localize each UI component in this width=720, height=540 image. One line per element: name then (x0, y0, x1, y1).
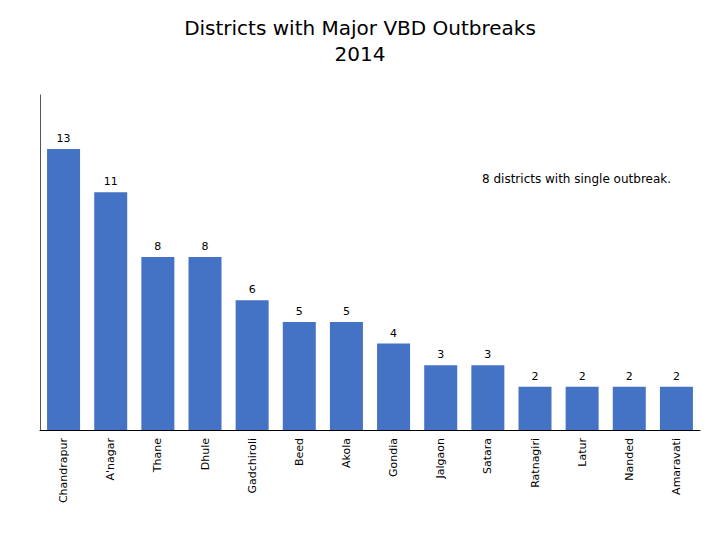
svg-text:Beed: Beed (293, 438, 306, 466)
svg-text:Thane: Thane (151, 438, 164, 473)
svg-text:Akola: Akola (340, 438, 353, 468)
svg-text:Ratnagiri: Ratnagiri (529, 438, 542, 488)
svg-text:Gondia: Gondia (387, 438, 400, 477)
svg-text:A'nagar: A'nagar (104, 438, 117, 481)
svg-text:Districts with Major VBD Outbr: Districts with Major VBD Outbreaks (184, 16, 536, 40)
svg-text:Amaravati: Amaravati (670, 438, 683, 495)
svg-text:Gadchiroli: Gadchiroli (246, 438, 259, 493)
svg-text:11: 11 (104, 175, 118, 188)
svg-text:8: 8 (202, 240, 209, 253)
svg-text:6: 6 (249, 283, 256, 296)
svg-text:13: 13 (57, 132, 71, 145)
svg-text:Chandrapur: Chandrapur (57, 438, 70, 504)
svg-text:8: 8 (154, 240, 161, 253)
svg-text:Latur: Latur (576, 438, 589, 467)
svg-text:Nanded: Nanded (623, 438, 636, 481)
svg-text:2: 2 (532, 370, 539, 383)
svg-text:8 districts with single outbre: 8 districts with single outbreak. (482, 172, 671, 186)
svg-text:5: 5 (296, 305, 303, 318)
svg-text:2: 2 (626, 370, 633, 383)
svg-text:5: 5 (343, 305, 350, 318)
svg-text:Dhule: Dhule (199, 438, 212, 470)
svg-text:Jalgaon: Jalgaon (434, 438, 447, 479)
svg-text:3: 3 (437, 348, 444, 361)
svg-text:2: 2 (579, 370, 586, 383)
svg-text:Satara: Satara (481, 438, 494, 474)
svg-text:4: 4 (390, 327, 397, 340)
svg-text:3: 3 (484, 348, 491, 361)
svg-text:2: 2 (673, 370, 680, 383)
svg-text:2014: 2014 (335, 42, 386, 66)
